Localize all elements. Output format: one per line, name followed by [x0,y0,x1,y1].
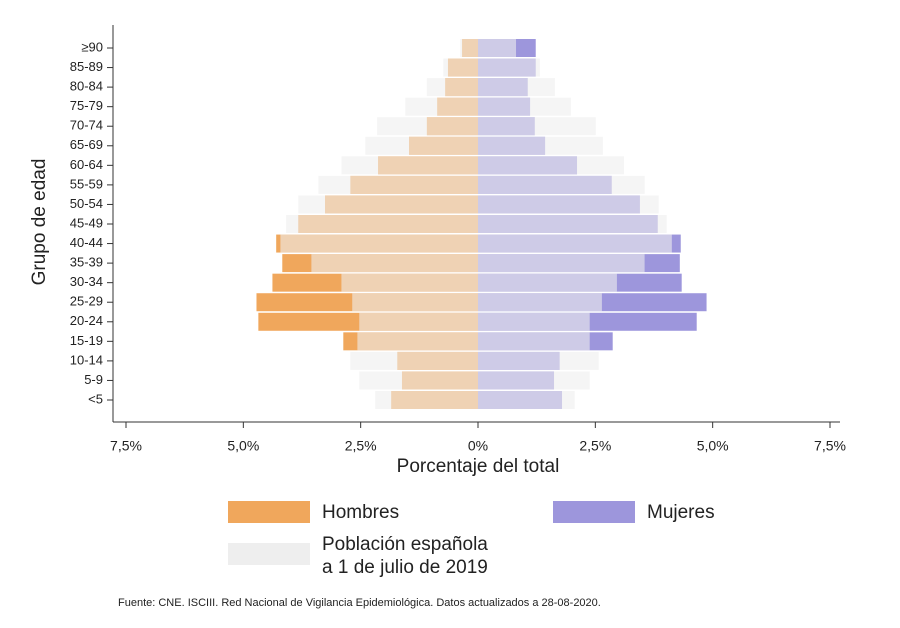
y-tick-label: ≥90 [81,39,103,54]
bar [318,175,478,194]
legend-label: a 1 de julio de 2019 [322,557,488,578]
bar [478,312,590,331]
bar [280,234,478,253]
y-tick-label: 35-39 [70,255,103,270]
bar [375,391,478,409]
bar [311,254,478,273]
bar [478,156,624,175]
y-tick-label: 25-29 [70,294,103,309]
bar [478,332,590,351]
bar [478,117,596,136]
y-tick-label: 40-44 [70,235,103,250]
y-tick-label: 65-69 [70,137,103,152]
bar [341,273,478,292]
x-tick-label: 5,0% [697,438,729,454]
bar [286,215,478,233]
bar [443,58,478,77]
bar [478,58,540,77]
bar [478,175,645,194]
bar [478,273,617,292]
y-tick-label: 45-49 [70,215,103,230]
bar [350,351,478,370]
y-tick-label: 55-59 [70,176,103,191]
y-tick-label: 80-84 [70,79,103,94]
x-tick-label: 2,5% [345,438,377,454]
bar [478,78,555,97]
bar [478,254,645,273]
y-tick-label: 50-54 [70,196,103,211]
y-tick-label: <5 [88,391,103,406]
x-tick-label: 7,5% [814,438,846,454]
legend-swatch [228,543,310,565]
bar [478,293,602,312]
y-tick-label: 5-9 [84,372,103,387]
legend-swatch [553,501,635,523]
bar [478,97,571,116]
bar [478,136,603,155]
bar [478,391,575,409]
bar [460,39,478,57]
bar [359,371,478,390]
y-tick-label: 10-14 [70,352,103,367]
bar [365,136,478,155]
bar [426,78,478,97]
x-tick-label: 2,5% [579,438,611,454]
bar [341,156,478,175]
x-tick-label: 7,5% [110,438,142,454]
y-tick-label: 60-64 [70,157,103,172]
bar [478,351,599,370]
x-axis-title: Porcentaje del total [397,456,560,477]
y-tick-label: 15-19 [70,333,103,348]
y-axis-title: Grupo de edad [29,159,50,286]
legend-label: Mujeres [647,502,715,523]
bar [405,97,478,116]
y-tick-label: 70-74 [70,118,103,133]
legend-label: Población española [322,534,488,555]
bar [377,117,478,136]
bar [478,195,659,214]
legend-swatch [228,501,310,523]
y-tick-label: 20-24 [70,313,103,328]
y-tick-label: 85-89 [70,59,103,74]
bar [478,234,672,253]
source-note: Fuente: CNE. ISCIII. Red Nacional de Vig… [118,597,601,609]
bar [478,371,590,390]
bar [478,39,517,57]
x-tick-label: 0% [468,438,488,454]
bar [357,332,478,351]
legend-label: Hombres [322,502,399,523]
bar [478,215,667,233]
y-tick-label: 75-79 [70,98,103,113]
bar [298,195,478,214]
x-tick-label: 5,0% [227,438,259,454]
y-tick-label: 30-34 [70,274,103,289]
bar [352,293,478,312]
bar [359,312,478,331]
